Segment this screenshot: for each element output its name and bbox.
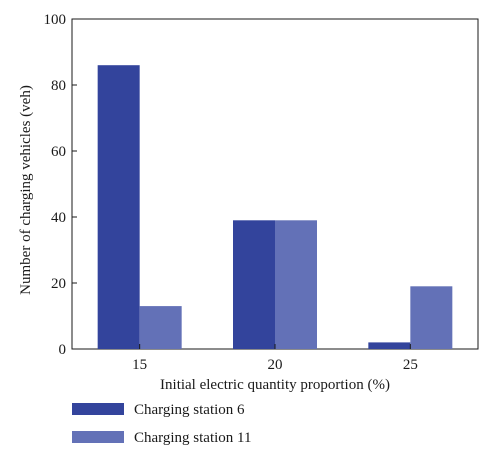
y-tick-label: 60 bbox=[51, 144, 66, 160]
x-tick-label: 20 bbox=[268, 357, 283, 373]
y-tick-label: 0 bbox=[59, 342, 67, 358]
legend: Charging station 6 Charging station 11 bbox=[72, 402, 252, 446]
y-tick-label: 20 bbox=[51, 276, 66, 292]
x-axis-ticks: 15 20 25 bbox=[132, 344, 418, 373]
legend-swatch-station-11 bbox=[72, 431, 124, 443]
y-tick-label: 80 bbox=[51, 78, 66, 94]
legend-label-station-6: Charging station 6 bbox=[134, 402, 245, 418]
bar-station-6-15 bbox=[97, 65, 140, 349]
legend-swatch-station-6 bbox=[72, 403, 124, 415]
x-axis-label: Initial electric quantity proportion (%) bbox=[160, 377, 390, 393]
bar-station-6-20 bbox=[233, 220, 275, 349]
bar-station-11-20 bbox=[275, 220, 317, 349]
bar-station-11-25 bbox=[410, 286, 453, 349]
bar-station-6-25 bbox=[368, 342, 411, 349]
bar-station-11-15 bbox=[139, 306, 182, 349]
y-tick-label: 100 bbox=[44, 12, 67, 28]
y-axis-ticks: 0 20 40 60 80 100 bbox=[44, 12, 77, 358]
x-tick-label: 15 bbox=[132, 357, 147, 373]
x-tick-label: 25 bbox=[403, 357, 418, 373]
legend-label-station-11: Charging station 11 bbox=[134, 430, 252, 446]
plot-area bbox=[71, 18, 479, 350]
y-axis-label: Number of charging vehicles (veh) bbox=[18, 85, 34, 295]
y-tick-label: 40 bbox=[51, 210, 66, 226]
